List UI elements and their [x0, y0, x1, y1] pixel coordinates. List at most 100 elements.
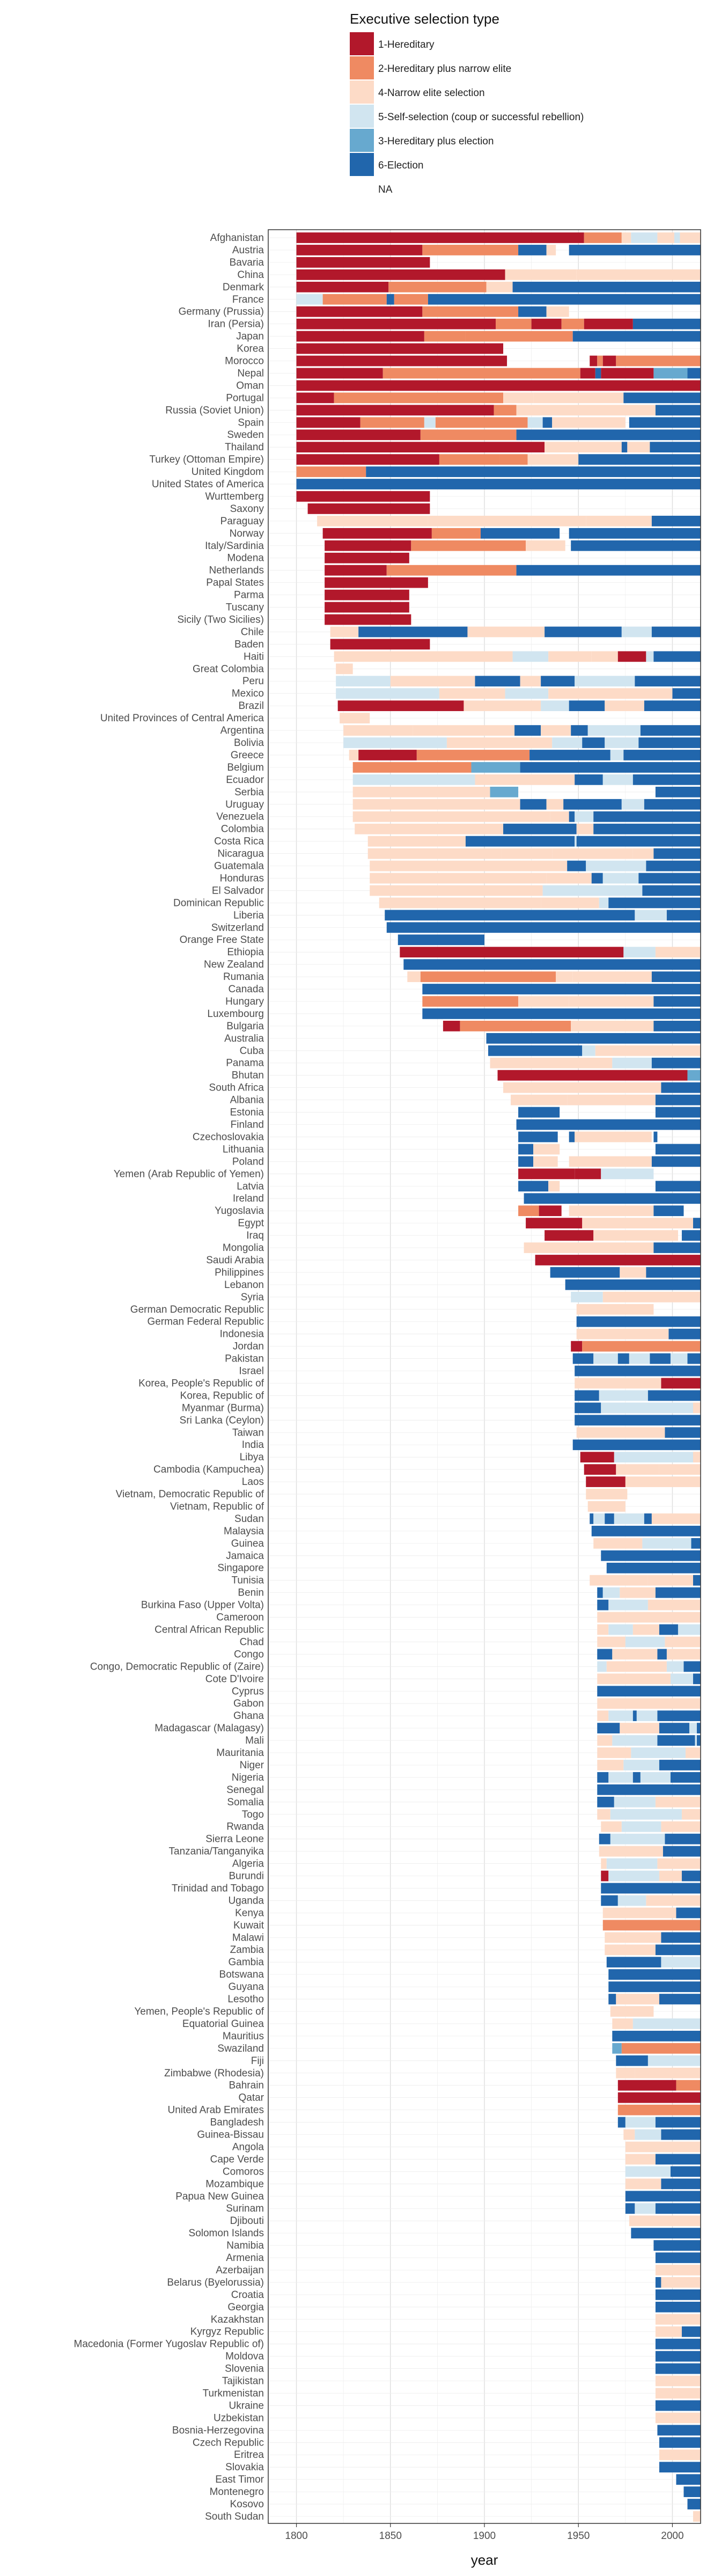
country-label: Armenia: [226, 2252, 264, 2264]
timeline-segment: [322, 294, 387, 305]
timeline-segment: [655, 2338, 701, 2350]
timeline-segment: [526, 1218, 583, 1228]
country-label: Zambia: [230, 1944, 264, 1956]
timeline-segment: [655, 1181, 701, 1192]
country-label: Cote D'Ivoire: [205, 1673, 264, 1685]
timeline-segment: [497, 1070, 688, 1081]
timeline-segment: [599, 1390, 648, 1401]
timeline-segment: [571, 725, 588, 736]
timeline-segment: [593, 1538, 643, 1549]
timeline-segment: [687, 1353, 701, 1364]
timeline-segment: [576, 269, 701, 280]
timeline-segment: [590, 1575, 648, 1586]
timeline-segment: [608, 1994, 616, 2004]
x-axis: 1800 1850 1900 1950 2000: [285, 2523, 684, 2542]
timeline-segment: [655, 2289, 701, 2300]
timeline-segment: [546, 306, 569, 317]
timeline-segment: [582, 1341, 701, 1352]
timeline-segment: [400, 947, 624, 958]
country-label: Ireland: [233, 1193, 264, 1204]
timeline-segment: [670, 1772, 701, 1783]
timeline-segment: [575, 1390, 599, 1401]
timeline-segment: [576, 1304, 654, 1315]
country-label: Gambia: [228, 1957, 264, 1968]
timeline-segment: [516, 405, 656, 416]
timeline-segment: [586, 1489, 628, 1499]
timeline-segment: [608, 1870, 659, 1882]
timeline-segment: [605, 1513, 614, 1524]
timeline-segment: [657, 1710, 701, 1722]
timeline-segment: [599, 1833, 610, 1845]
timeline-segment: [625, 2191, 701, 2202]
timeline-segment: [526, 540, 565, 551]
timeline-segment: [360, 417, 424, 428]
timeline-segment: [358, 626, 468, 638]
timeline-segment: [322, 528, 432, 539]
timeline-segment: [527, 417, 543, 428]
timeline-segment: [617, 2104, 701, 2116]
timeline-segment: [655, 1107, 701, 1118]
timeline-segment: [635, 910, 667, 921]
timeline-segment: [541, 725, 571, 736]
timeline-segment: [424, 331, 466, 342]
timeline-segment: [296, 405, 494, 416]
timeline-segment: [520, 799, 547, 810]
timeline-segment: [617, 1895, 646, 1906]
timeline-segment: [681, 1809, 701, 1820]
country-label: Burkina Faso (Upper Volta): [141, 1600, 264, 1611]
country-label: South Africa: [209, 1082, 264, 1094]
timeline-segment: [486, 281, 513, 292]
timeline-segment: [653, 1131, 658, 1143]
timeline-segment: [617, 2080, 676, 2091]
timeline-segment: [627, 442, 650, 453]
timeline-segment: [352, 762, 472, 773]
timeline-segment: [465, 331, 573, 342]
country-label: Uzbekistan: [214, 2412, 264, 2424]
timeline-segment: [602, 355, 616, 367]
country-label: Kosovo: [230, 2499, 264, 2510]
timeline-segment: [635, 2129, 661, 2140]
timeline-segment: [428, 516, 586, 526]
timeline-segment: [518, 1156, 534, 1167]
timeline-segment: [648, 1390, 701, 1401]
country-label: Malaysia: [224, 1526, 264, 1537]
timeline-segment: [296, 454, 439, 465]
country-label: Korea, People's Republic of: [138, 1378, 264, 1389]
timeline-segment: [546, 873, 592, 884]
timeline-segment: [631, 232, 658, 243]
timeline-segment: [655, 2412, 701, 2424]
country-label: Canada: [228, 984, 264, 995]
timeline-segment: [632, 848, 654, 859]
timeline-segment: [666, 1661, 684, 1672]
country-label: Kenya: [235, 1907, 264, 1919]
timeline-segment: [676, 1907, 701, 1919]
timeline-segment: [657, 1858, 701, 1869]
country-label: Wurttemberg: [205, 491, 264, 502]
timeline-segment: [505, 269, 577, 280]
legend-swatch-s: [350, 105, 374, 128]
timeline-segment: [541, 897, 599, 909]
timeline-segment: [608, 1981, 701, 1992]
country-label: Guinea: [231, 1538, 264, 1549]
timeline-segment: [552, 848, 633, 859]
timeline-segment: [616, 2055, 648, 2066]
country-label: Cuba: [240, 1045, 264, 1057]
timeline-segment: [584, 318, 633, 330]
legend-label: 4-Narrow elite selection: [378, 87, 485, 99]
country-label: Mexico: [232, 688, 264, 699]
country-label: Switzerland: [211, 922, 264, 933]
country-label: Venezuela: [216, 811, 264, 823]
timeline-segment: [605, 737, 639, 748]
timeline-segment: [296, 331, 424, 342]
timeline-segment: [623, 2129, 635, 2140]
country-label: Cambodia (Kampuchea): [153, 1464, 264, 1475]
country-label: Dominican Republic: [173, 897, 264, 909]
timeline-segment: [416, 750, 530, 760]
timeline-segment: [575, 1415, 701, 1426]
country-label: Guyana: [228, 1981, 264, 1993]
timeline-segment: [621, 2043, 701, 2054]
timeline-segment: [635, 676, 701, 687]
timeline-segment: [580, 1452, 614, 1463]
timeline-segment: [593, 1353, 618, 1364]
timeline-segment: [334, 651, 513, 662]
